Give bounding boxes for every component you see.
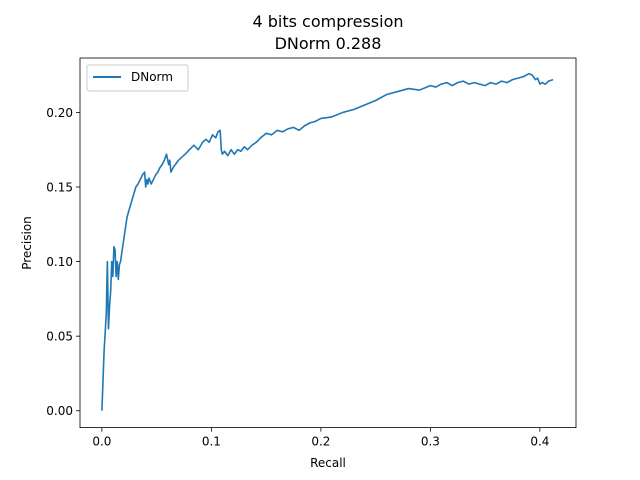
- x-axis-label: Recall: [310, 456, 346, 470]
- legend: DNorm: [86, 64, 189, 92]
- x-tick-label: 0.2: [311, 435, 330, 449]
- legend-box: [86, 64, 189, 92]
- y-tick-label: 0.20: [46, 106, 73, 120]
- chart-title: 4 bits compression: [252, 12, 403, 31]
- plot-lines: [101, 72, 554, 411]
- y-axis-label: Precision: [20, 216, 34, 270]
- y-tick-label: 0.00: [46, 404, 73, 418]
- y-tick-label: 0.10: [46, 255, 73, 269]
- y-axis-ticks: 0.00 0.05 0.10 0.15 0.20: [46, 106, 80, 418]
- x-tick-label: 0.0: [92, 435, 111, 449]
- x-tick-label: 0.4: [530, 435, 549, 449]
- x-tick-label: 0.1: [202, 435, 221, 449]
- chart-subtitle: DNorm 0.288: [275, 34, 382, 53]
- legend-label: DNorm: [131, 70, 173, 84]
- series-line-0: [101, 72, 554, 411]
- y-tick-label: 0.15: [46, 181, 73, 195]
- x-axis-ticks: 0.0 0.1 0.2 0.3 0.4: [92, 427, 549, 449]
- y-tick-label: 0.05: [46, 330, 73, 344]
- plot-frame: [79, 57, 577, 429]
- x-tick-label: 0.3: [421, 435, 440, 449]
